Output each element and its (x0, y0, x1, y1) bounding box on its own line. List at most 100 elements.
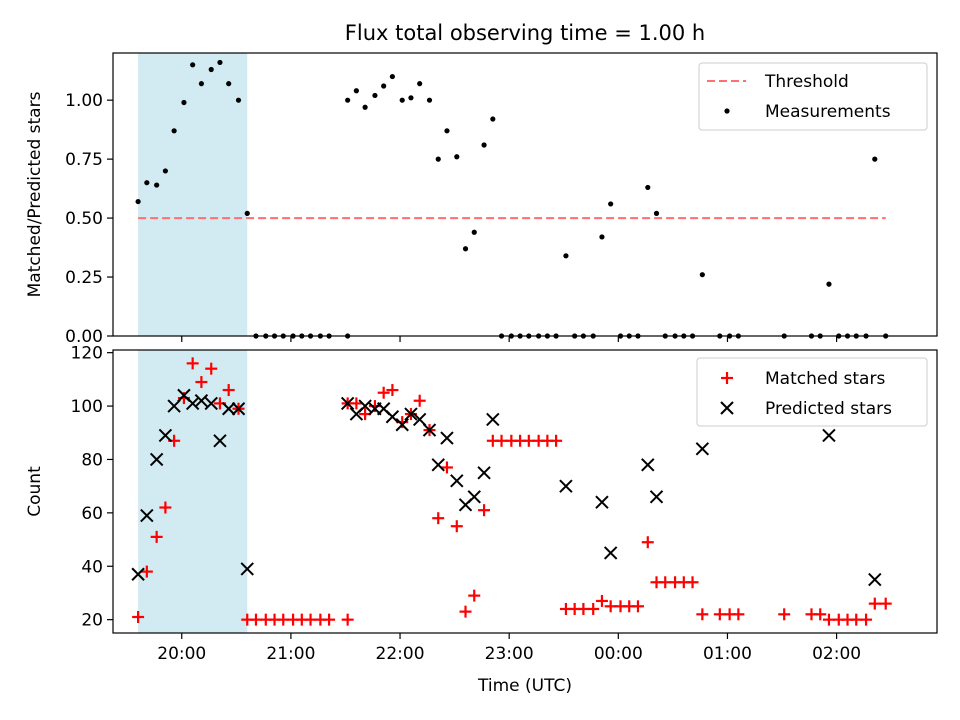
matched-star-point (879, 597, 892, 610)
measurement-point (471, 229, 477, 235)
matched-star-point (450, 520, 463, 533)
matched-star-point (323, 613, 336, 626)
matched-star-point (440, 461, 453, 474)
predicted-star-point (404, 407, 418, 421)
matched-star-point (778, 608, 791, 621)
top-ylabel: Matched/Predicted stars (25, 91, 45, 297)
predicted-star-point (412, 412, 427, 427)
matched-star-point (478, 504, 491, 517)
measurement-point (244, 210, 250, 216)
predicted-star-point (559, 479, 573, 493)
bottom-y-tick-label: 80 (81, 450, 103, 470)
predicted-star-point (385, 410, 400, 424)
measurement-point (198, 81, 205, 87)
measurement-point (217, 59, 223, 66)
predicted-star-point (467, 490, 481, 504)
measurement-point (190, 62, 196, 68)
matched-star-point (140, 565, 153, 578)
predicted-star-point (641, 458, 655, 472)
matched-star-point (205, 362, 218, 375)
measurement-point (462, 246, 469, 252)
legend-matched-swatch (721, 372, 733, 384)
top-y-tick-label: 0.75 (65, 150, 103, 170)
measurement-point (226, 81, 232, 87)
top-plot-area (135, 53, 889, 339)
predicted-star-point (486, 412, 500, 427)
measurement-point (608, 201, 614, 207)
predicted-star-point (167, 399, 181, 413)
bottom-xlabel: Time (UTC) (477, 676, 572, 696)
legend-predicted-swatch (720, 401, 734, 415)
bottom-ylabel: Count (25, 466, 45, 517)
predicted-star-point (340, 396, 355, 411)
measurement-point (135, 198, 141, 205)
predicted-star-point (450, 474, 464, 488)
matched-star-point (222, 384, 235, 397)
legend-measurement-swatch (724, 108, 730, 114)
bottom-y-tick-label: 20 (81, 611, 103, 631)
measurement-point (599, 234, 605, 240)
predicted-star-point (213, 434, 227, 448)
predicted-star-point (194, 394, 209, 408)
predicted-star-point (158, 428, 173, 443)
bottom-observing-span (138, 350, 248, 633)
matched-star-point (686, 576, 699, 589)
measurement-point (481, 142, 487, 148)
matched-star-point (132, 610, 145, 623)
measurement-point (417, 81, 423, 87)
top-legend: Threshold Measurements (698, 62, 928, 131)
predicted-star-point (440, 431, 454, 445)
measurement-point (408, 95, 414, 101)
predicted-star-point (868, 572, 882, 587)
matched-star-point (595, 594, 608, 607)
predicted-star-point (149, 452, 164, 467)
measurement-point (490, 116, 496, 122)
bottom-x-tick-label: 21:00 (266, 644, 315, 664)
matched-star-point (814, 608, 827, 621)
measurement-point (372, 92, 378, 99)
measurement-point (426, 97, 433, 103)
bottom-y-tick-label: 60 (81, 504, 103, 524)
predicted-star-point (221, 402, 236, 416)
bottom-legend-box (696, 357, 928, 427)
predicted-star-point (431, 458, 445, 472)
bottom-panel: 20:00 21:00 22:00 23:00 00:00 01:00 02:00 20 40 6… (25, 344, 938, 696)
measurement-point (144, 180, 150, 186)
bottom-x-tick-label: 01:00 (703, 644, 752, 664)
matched-star-point (868, 597, 881, 610)
predicted-star-point (240, 562, 254, 576)
measurement-point (353, 88, 359, 94)
measurement-point (645, 184, 651, 191)
predicted-star-point (204, 396, 218, 411)
top-panel: 0.00 0.25 0.50 0.75 1.00 Matched/Predicted s… (25, 52, 938, 347)
measurement-point (653, 210, 660, 216)
matched-star-point (195, 376, 208, 389)
matched-star-point (459, 605, 472, 618)
matched-star-point (587, 602, 600, 615)
matched-star-point (413, 394, 426, 407)
matched-star-point (631, 600, 644, 613)
bottom-x-tick-label: 23:00 (485, 644, 534, 664)
measurement-point (154, 182, 160, 188)
bottom-x-tick-label: 02:00 (812, 644, 861, 664)
measurement-point (444, 128, 450, 134)
bottom-y-tick-label: 100 (71, 397, 103, 417)
measurement-point (826, 281, 832, 287)
legend-measurement-label: Measurements (765, 102, 891, 122)
measurement-point (399, 97, 405, 103)
measurement-point (435, 156, 441, 162)
matched-star-point (641, 536, 654, 549)
matched-star-point (696, 608, 709, 621)
predicted-star-point (822, 428, 836, 443)
predicted-star-point (422, 423, 437, 437)
top-y-tick-label: 1.00 (65, 91, 103, 111)
matched-star-point (732, 608, 745, 621)
bottom-plot-area (131, 350, 892, 633)
bottom-x-tick-label: 22:00 (376, 644, 425, 664)
predicted-star-point (477, 466, 491, 480)
matched-star-point (860, 613, 873, 626)
top-plot-frame (112, 52, 938, 337)
predicted-star-point (603, 546, 618, 560)
predicted-star-point (595, 495, 609, 509)
